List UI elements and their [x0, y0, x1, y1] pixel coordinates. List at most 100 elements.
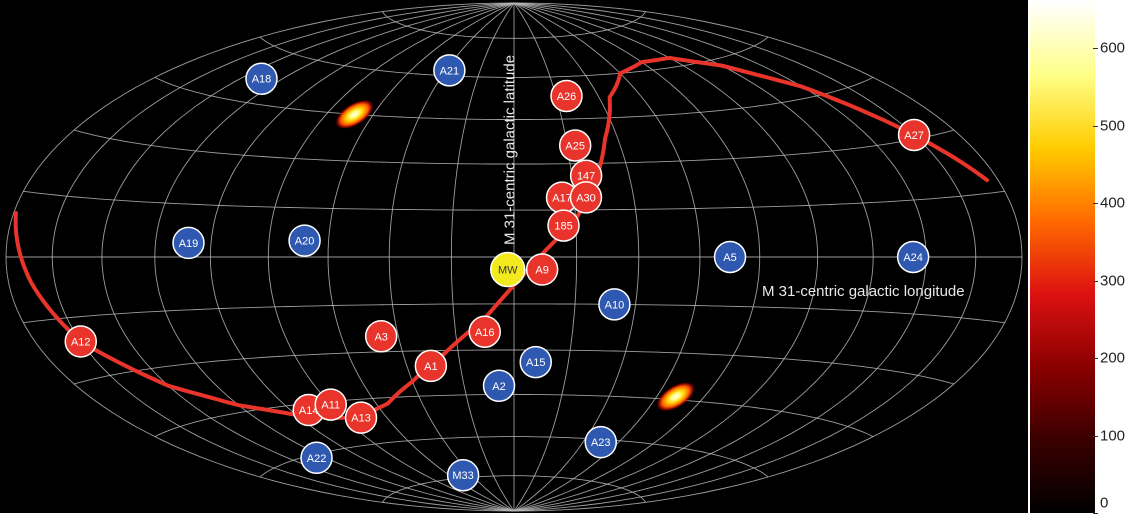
marker-label: A11: [321, 400, 340, 412]
marker-label: A5: [723, 252, 736, 264]
marker-a23: A23: [584, 425, 618, 459]
marker-a5: A5: [713, 240, 747, 274]
marker-label: 147: [577, 171, 595, 183]
marker-a9: A9: [525, 253, 559, 286]
marker-label: A14: [299, 405, 319, 417]
parallel-line: [73, 129, 955, 165]
marker-circle: [172, 226, 205, 260]
marker-label: A15: [526, 357, 546, 369]
marker-circle: [519, 345, 552, 379]
colorbar-tick-label: 0: [1100, 494, 1109, 512]
marker-circle: [433, 54, 466, 87]
marker-label: A21: [440, 65, 460, 77]
marker-a30: A30: [569, 181, 603, 214]
marker-circle: [245, 62, 278, 95]
marker-a15: A15: [519, 345, 552, 379]
marker-label: A13: [351, 413, 371, 425]
marker-a24: A24: [896, 240, 930, 274]
marker-label: A26: [557, 91, 577, 103]
sky-map-svg: A21 A18 A26 A25 147 A17 A30 185 A27 A19 A20 A5 A24 MW…: [5, 2, 1023, 512]
marker-a12: A12: [64, 325, 97, 358]
colorbar-tick-label: 600: [1100, 39, 1126, 57]
colorbar-tick-label: 300: [1100, 272, 1126, 290]
colorbar-tick-mark: [1093, 435, 1098, 437]
marker-a18: A18: [245, 62, 278, 95]
y-axis-label: M 31-centric galactic latitude: [501, 54, 519, 246]
colorbar-tick-label: 500: [1100, 117, 1126, 135]
marker-label: A1: [424, 361, 437, 373]
marker-circle: [468, 315, 501, 349]
marker-circle: [550, 79, 583, 113]
marker-circle: [897, 118, 931, 152]
marker-label: 185: [554, 221, 572, 233]
marker-label: A24: [903, 252, 923, 264]
marker-a22: A22: [300, 441, 333, 475]
marker-label: A20: [295, 236, 315, 248]
parallel-line: [382, 475, 646, 503]
marker-label: A17: [552, 193, 572, 205]
parallel-line: [23, 303, 1005, 324]
marker-label: MW: [498, 265, 518, 277]
density-peak: [656, 381, 696, 412]
marker-circle: [489, 251, 526, 288]
marker-circle: [446, 458, 480, 492]
marker-circle: [584, 425, 618, 459]
parallel-line: [154, 76, 874, 120]
marker-a17: A17: [545, 181, 579, 214]
marker-a25: A25: [558, 129, 592, 162]
marker-circle: [598, 288, 631, 321]
marker-label: A30: [576, 192, 596, 204]
marker-a1: A1: [414, 349, 448, 383]
marker-m33: M33: [446, 458, 480, 492]
satellite-markers: A21 A18 A26 A25 147 A17 A30 185 A27 A19 A20 A5 A24 MW…: [64, 54, 931, 492]
density-peaks: [334, 99, 696, 412]
marker-label: A27: [904, 130, 924, 142]
marker-circle: [414, 349, 448, 383]
marker-circle: [344, 401, 378, 434]
marker-circle: [569, 181, 603, 214]
colorbar-tick-mark: [1093, 358, 1098, 360]
colorbar-tick-mark: [1093, 48, 1098, 50]
marker-circle: [558, 129, 592, 162]
marker-label: A9: [535, 265, 548, 277]
parallel-line: [154, 394, 874, 438]
marker-label: A23: [591, 437, 611, 449]
marker-circle: [364, 320, 398, 353]
parallel-line: [382, 11, 646, 39]
colorbar-tick-label: 100: [1100, 427, 1126, 445]
marker-a11: A11: [314, 388, 347, 421]
parallel-line: [23, 190, 1005, 211]
marker-a10: A10: [598, 288, 631, 321]
marker-label: A22: [307, 453, 327, 465]
marker-label: A18: [252, 74, 272, 86]
marker-circle: [482, 369, 516, 403]
marker-a2: A2: [482, 369, 516, 403]
marker-a16: A16: [468, 315, 501, 349]
colorbar-tick-mark: [1093, 203, 1098, 205]
marker-label: A16: [475, 327, 495, 339]
marker-a26: A26: [550, 79, 583, 113]
sky-map-plot: A21 A18 A26 A25 147 A17 A30 185 A27 A19 A20 A5 A24 MW…: [0, 0, 1028, 513]
marker-label: A19: [179, 238, 199, 250]
parallel-line: [73, 349, 955, 385]
parallel-line: [259, 36, 769, 78]
marker-a3: A3: [364, 320, 398, 353]
marker-circle: [300, 441, 333, 475]
marker-circle: [314, 388, 347, 421]
marker-a13: A13: [344, 401, 378, 434]
marker-a19: A19: [172, 226, 205, 260]
marker-label: A10: [605, 299, 625, 311]
colorbar-tick-mark: [1093, 280, 1098, 282]
marker-a27: A27: [897, 118, 931, 152]
colorbar: [1030, 2, 1095, 513]
marker-label: A12: [71, 336, 91, 348]
marker-label: M33: [452, 470, 473, 482]
marker-185: 185: [547, 209, 580, 242]
marker-label: A25: [565, 140, 585, 152]
marker-mw: MW: [489, 251, 526, 288]
marker-circle: [288, 224, 321, 257]
marker-circle: [547, 209, 580, 242]
marker-circle: [525, 253, 559, 286]
marker-circle: [64, 325, 97, 358]
marker-a21: A21: [433, 54, 466, 87]
